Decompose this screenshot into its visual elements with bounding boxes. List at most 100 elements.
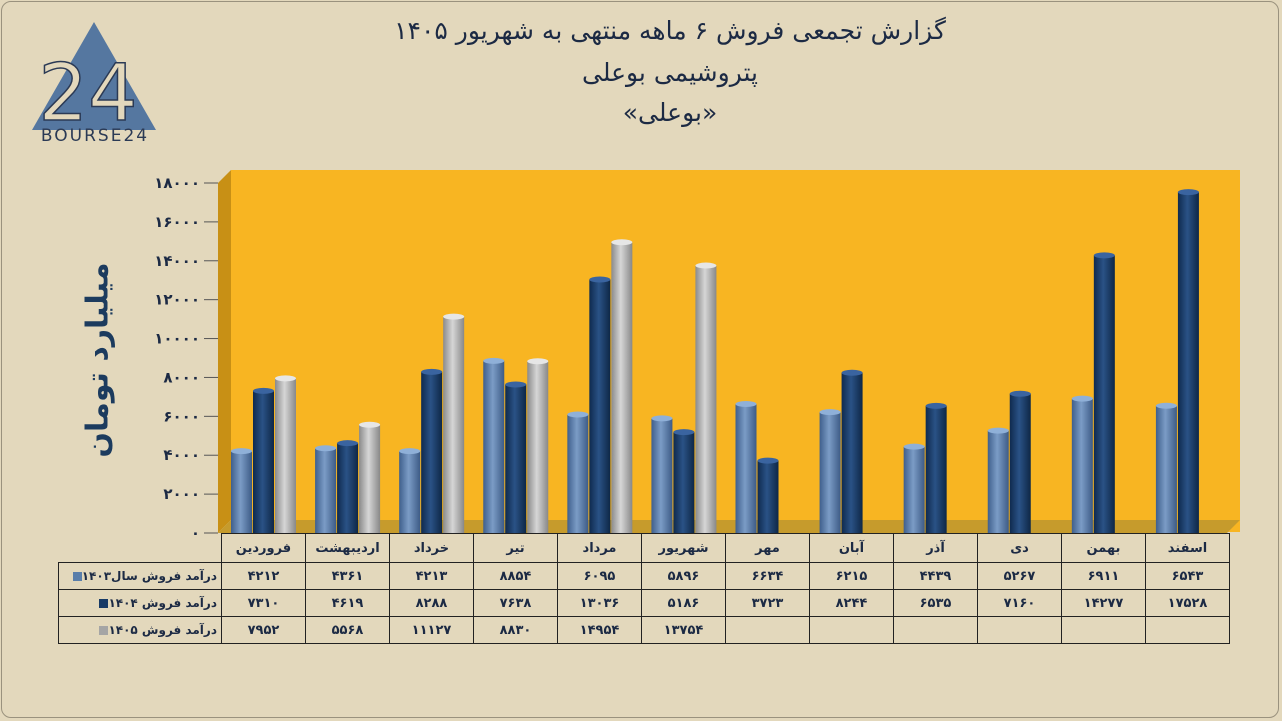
table-row: درآمد فروش ۱۴۰۵ ۷۹۵۲ ۵۵۶۸ ۱۱۱۲۷ ۸۸۳۰ ۱۴۹۵۴ ۱۳۷… xyxy=(58,616,1230,644)
table-cell: ۶۲۱۵ xyxy=(809,562,894,590)
bar-2-9 xyxy=(925,402,947,533)
table-cell: ۶۵۴۳ xyxy=(1145,562,1230,590)
bar-3-5 xyxy=(611,239,633,533)
category-label: بهمن xyxy=(1061,533,1146,563)
table-cell: ۱۴۹۵۴ xyxy=(557,616,642,644)
category-label: اردیبهشت xyxy=(305,533,390,563)
series-name: درآمد فروش ۱۴۰۵ xyxy=(108,623,217,637)
y-tick-label: ۴۰۰۰ xyxy=(163,446,200,464)
y-tick-label: ۶۰۰۰ xyxy=(163,407,200,425)
legend-label: درآمد فروش ۱۴۰۵ xyxy=(58,616,222,644)
table-cell xyxy=(893,616,978,644)
bar-2-10 xyxy=(1009,390,1031,533)
table-cell: ۶۰۹۵ xyxy=(557,562,642,590)
series-name: درآمد فروش ۱۴۰۴ xyxy=(108,596,217,610)
bar-2-4 xyxy=(505,381,527,533)
table-row: درآمد فروش ۱۴۰۴ ۷۳۱۰ ۴۶۱۹ ۸۲۸۸ ۷۶۳۸ ۱۳۰۳۶ ۵۱۸۶… xyxy=(58,589,1230,617)
bar-2-8 xyxy=(841,369,863,533)
table-cell xyxy=(809,616,894,644)
table-cell: ۱۴۲۷۷ xyxy=(1061,589,1146,617)
bar-1-2 xyxy=(315,445,337,533)
table-cell: ۴۴۳۹ xyxy=(893,562,978,590)
plot-floor xyxy=(218,520,1240,533)
legend-label: درآمد فروش سال۱۴۰۳ xyxy=(58,562,222,590)
bar-3-4 xyxy=(527,358,549,533)
table-cell: ۶۶۳۴ xyxy=(725,562,810,590)
y-tick-label: ۱۲۰۰۰ xyxy=(154,291,200,309)
bar-2-5 xyxy=(589,276,611,533)
bar-1-5 xyxy=(567,411,589,533)
table-cell: ۷۶۳۸ xyxy=(473,589,558,617)
bar-2-1 xyxy=(253,387,274,533)
category-label: فروردین xyxy=(221,533,306,563)
table-cell: ۴۶۱۹ xyxy=(305,589,390,617)
data-table: فروردین اردیبهشت خرداد تیر مرداد شهریور مهر آبا… xyxy=(58,533,1230,644)
table-cell: ۷۹۵۲ xyxy=(221,616,306,644)
chart-ticker: «بوعلی» xyxy=(622,98,718,127)
bar-2-12 xyxy=(1177,189,1199,533)
table-cell: ۱۱۱۲۷ xyxy=(389,616,474,644)
table-row: درآمد فروش سال۱۴۰۳ ۴۲۱۲ ۴۳۶۱ ۴۲۱۳ ۸۸۵۴ ۶۰۹۵ ۵۸… xyxy=(58,562,1230,590)
table-cell xyxy=(1145,616,1230,644)
category-label: دی xyxy=(977,533,1062,563)
bar-1-8 xyxy=(819,409,841,533)
table-cell: ۸۸۵۴ xyxy=(473,562,558,590)
category-label: خرداد xyxy=(389,533,474,563)
legend-swatch xyxy=(99,599,109,608)
bar-3-2 xyxy=(359,421,381,533)
table-corner xyxy=(58,533,222,563)
table-cell xyxy=(725,616,810,644)
table-cell: ۸۲۴۴ xyxy=(809,589,894,617)
table-cell: ۵۱۸۶ xyxy=(641,589,726,617)
chart-subtitle: پتروشیمی بوعلی xyxy=(581,58,758,87)
legend-swatch xyxy=(99,626,109,635)
table-cell: ۷۳۱۰ xyxy=(221,589,306,617)
table-cell: ۷۱۶۰ xyxy=(977,589,1062,617)
table-cell: ۸۲۸۸ xyxy=(389,589,474,617)
table-cell: ۴۳۶۱ xyxy=(305,562,390,590)
bar-1-12 xyxy=(1155,402,1177,533)
category-label: مرداد xyxy=(557,533,642,563)
category-label: تیر xyxy=(473,533,558,563)
bar-3-1 xyxy=(275,375,296,533)
bar-1-7 xyxy=(735,401,757,533)
bourse24-logo: 24 xyxy=(32,22,156,140)
bar-1-1 xyxy=(231,448,252,533)
bar-1-10 xyxy=(987,427,1009,533)
y-tick-label: ۸۰۰۰ xyxy=(163,368,200,386)
bar-1-3 xyxy=(399,448,421,533)
bar-1-6 xyxy=(651,415,673,533)
bar-3-3 xyxy=(443,313,465,533)
bar-2-2 xyxy=(337,440,359,533)
bar-2-11 xyxy=(1093,252,1115,533)
legend-label: درآمد فروش ۱۴۰۴ xyxy=(58,589,222,617)
bar-3-6 xyxy=(695,262,717,533)
y-tick-label: ۰ xyxy=(191,524,200,542)
bar-1-4 xyxy=(483,357,505,533)
legend-swatch xyxy=(72,572,82,581)
plot-side-wall xyxy=(218,170,231,533)
bar-1-9 xyxy=(903,443,925,533)
table-header-row: فروردین اردیبهشت خرداد تیر مرداد شهریور مهر آبا… xyxy=(58,533,1230,563)
category-label: مهر xyxy=(725,533,810,563)
category-label: آبان xyxy=(809,533,894,563)
table-cell: ۶۹۱۱ xyxy=(1061,562,1146,590)
category-label: اسفند xyxy=(1145,533,1230,563)
category-label: شهریور xyxy=(641,533,726,563)
table-cell: ۵۵۶۸ xyxy=(305,616,390,644)
table-cell: ۱۳۰۳۶ xyxy=(557,589,642,617)
table-cell: ۱۷۵۲۸ xyxy=(1145,589,1230,617)
logo-text: BOURSE24 xyxy=(40,126,150,146)
bar-2-6 xyxy=(673,429,695,533)
table-cell: ۴۲۱۳ xyxy=(389,562,474,590)
table-cell: ۳۷۲۳ xyxy=(725,589,810,617)
bar-2-3 xyxy=(421,368,443,533)
table-cell: ۵۲۶۷ xyxy=(977,562,1062,590)
table-cell xyxy=(1061,616,1146,644)
bar-1-11 xyxy=(1071,395,1093,533)
table-cell: ۱۳۷۵۴ xyxy=(641,616,726,644)
table-cell: ۸۸۳۰ xyxy=(473,616,558,644)
table-cell: ۶۵۳۵ xyxy=(893,589,978,617)
table-cell xyxy=(977,616,1062,644)
